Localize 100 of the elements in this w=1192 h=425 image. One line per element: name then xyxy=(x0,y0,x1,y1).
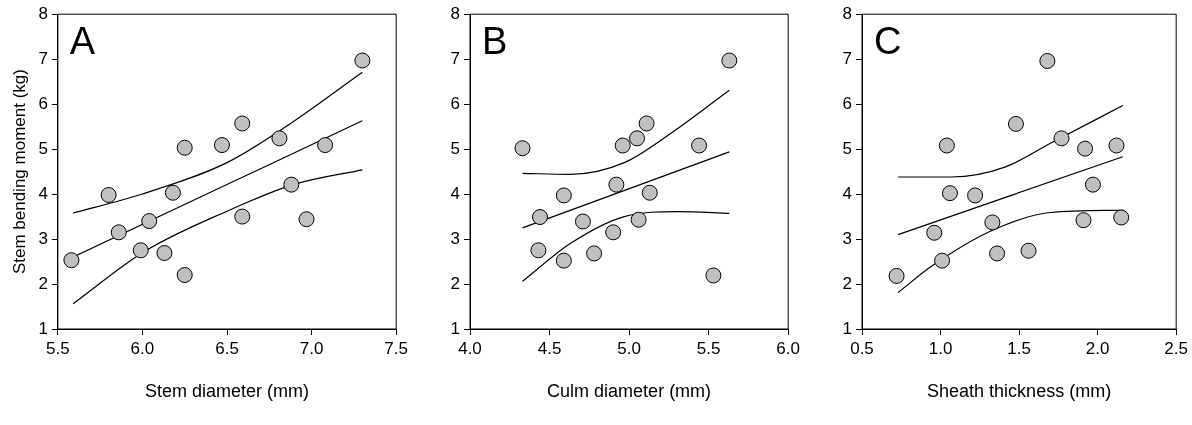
point xyxy=(614,137,631,154)
point xyxy=(641,184,658,201)
line-series xyxy=(72,169,363,305)
x-tick-label: 2.0 xyxy=(1085,338,1110,358)
point xyxy=(1108,137,1125,154)
point xyxy=(705,267,722,284)
point xyxy=(574,213,591,230)
point xyxy=(555,187,572,204)
y-tick-label: 8 xyxy=(842,3,852,23)
point xyxy=(156,245,173,261)
point xyxy=(298,211,315,228)
point xyxy=(555,252,572,269)
x-tick-label: 1.5 xyxy=(1007,338,1031,358)
point xyxy=(132,242,149,259)
y-tick-label: 5 xyxy=(450,138,460,158)
point xyxy=(354,52,371,69)
annotation: B xyxy=(482,19,508,62)
y-tick-label: 2 xyxy=(450,273,460,293)
point xyxy=(63,252,80,269)
point xyxy=(586,245,603,262)
point xyxy=(989,245,1006,262)
x-tick-label: 0.5 xyxy=(850,338,874,358)
y-tick-label: 3 xyxy=(842,228,852,248)
point xyxy=(1113,209,1130,226)
x-tick-label: 1.0 xyxy=(928,338,953,358)
y-tick-label: 5 xyxy=(842,138,852,158)
y-tick-label: 1 xyxy=(842,318,852,338)
y-tick-label: 7 xyxy=(842,48,852,68)
point xyxy=(1053,130,1070,147)
x-tick-label: 5.0 xyxy=(617,338,641,358)
point xyxy=(984,214,1001,231)
point xyxy=(100,186,117,203)
point xyxy=(110,224,127,241)
x-tick-label: 5.5 xyxy=(46,338,70,358)
y-tick-label: 6 xyxy=(842,93,852,113)
y-tick-label: 4 xyxy=(450,183,460,203)
y-tick-label: 6 xyxy=(38,93,48,113)
y-tick-label: 4 xyxy=(38,183,48,203)
line-series xyxy=(897,104,1124,178)
y-tick-label: 8 xyxy=(38,3,48,23)
point xyxy=(176,267,193,284)
y-tick-label: 6 xyxy=(450,93,460,113)
y-tick-label: 5 xyxy=(38,138,48,158)
point xyxy=(608,176,625,193)
point xyxy=(514,140,531,157)
point xyxy=(605,224,622,241)
point xyxy=(176,139,193,156)
point xyxy=(938,137,955,154)
y-tick-label: 7 xyxy=(450,48,460,68)
x-tick-label: 7.5 xyxy=(384,338,408,358)
point xyxy=(213,137,230,154)
y-tick-label: 1 xyxy=(450,318,460,338)
point xyxy=(1039,52,1056,69)
line-series xyxy=(72,71,363,214)
x-axis-title: Culm diameter (mm) xyxy=(547,381,712,402)
y-axis-title: Stem bending moment (kg) xyxy=(9,69,29,275)
point xyxy=(532,209,548,226)
point xyxy=(629,130,646,147)
point xyxy=(1077,140,1094,157)
point xyxy=(967,187,984,204)
point xyxy=(1084,176,1101,193)
x-tick-label: 6.0 xyxy=(776,338,800,358)
point xyxy=(1007,115,1024,132)
y-tick-label: 1 xyxy=(38,318,48,338)
x-tick-label: 7.0 xyxy=(299,338,324,358)
y-tick-label: 2 xyxy=(842,273,852,293)
x-tick-label: 5.5 xyxy=(696,338,721,358)
x-tick-label: 6.0 xyxy=(130,338,155,358)
y-tick-label: 2 xyxy=(38,273,48,293)
line-series xyxy=(521,89,730,175)
point xyxy=(941,185,958,202)
point xyxy=(164,184,181,201)
y-tick-label: 3 xyxy=(38,228,48,248)
point xyxy=(1020,242,1037,259)
y-tick-label: 8 xyxy=(450,3,460,23)
x-axis-title: Sheath thickness (mm) xyxy=(927,381,1112,402)
x-axis-title: Stem diameter (mm) xyxy=(145,381,310,402)
point xyxy=(926,224,943,241)
point xyxy=(638,115,655,132)
point xyxy=(283,176,300,193)
point xyxy=(234,115,251,132)
point xyxy=(888,267,905,284)
point xyxy=(630,211,647,228)
y-tick-label: 4 xyxy=(842,183,852,203)
point xyxy=(271,130,288,147)
point xyxy=(721,52,738,69)
point xyxy=(691,137,708,154)
point xyxy=(1075,212,1092,229)
x-tick-label: 4.5 xyxy=(537,338,562,358)
x-tick-label: 6.5 xyxy=(215,338,239,358)
point xyxy=(530,242,547,259)
point xyxy=(934,252,951,269)
point xyxy=(141,213,158,230)
y-tick-label: 7 xyxy=(38,48,48,68)
y-tick-label: 3 xyxy=(450,228,460,248)
x-tick-label: 4.0 xyxy=(458,338,482,358)
annotation: A xyxy=(69,19,96,62)
annotation: C xyxy=(874,19,902,62)
line-series xyxy=(521,211,730,282)
point xyxy=(317,137,334,154)
